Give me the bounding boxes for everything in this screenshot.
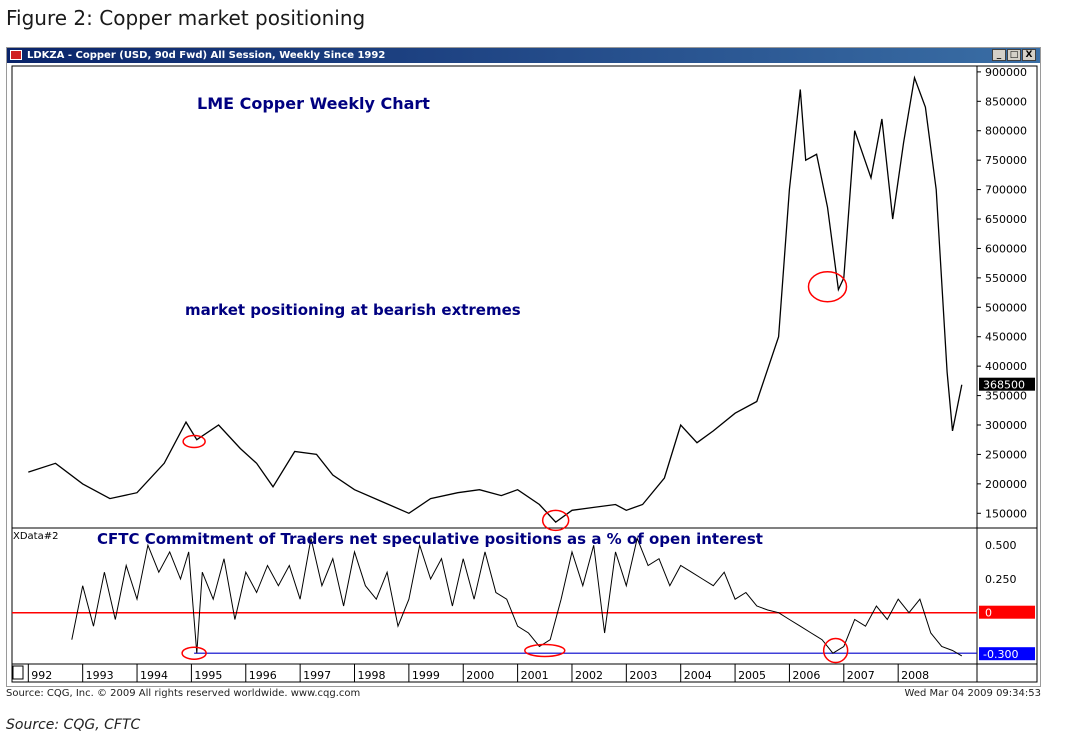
x-tick-label: 1993 xyxy=(86,669,114,682)
copyright-footer: Source: CQG, Inc. © 2009 All rights rese… xyxy=(6,688,361,699)
figure-source: Source: CQG, CFTC xyxy=(6,717,141,733)
price-y-tick-label: 800000 xyxy=(985,125,1027,138)
maximize-button[interactable]: □ xyxy=(1007,49,1021,61)
x-tick-label: 992 xyxy=(31,669,52,682)
timestamp-footer: Wed Mar 04 2009 09:34:53 xyxy=(904,688,1041,699)
x-tick-label: 2007 xyxy=(847,669,875,682)
scroll-handle xyxy=(12,665,24,680)
window-title: LDKZA - Copper (USD, 90d Fwd) All Sessio… xyxy=(27,50,386,61)
x-tick-label: 2006 xyxy=(792,669,820,682)
app-icon xyxy=(10,50,22,60)
zero-value-box xyxy=(979,605,1035,619)
price-y-tick-label: 850000 xyxy=(985,95,1027,108)
plot-frame xyxy=(11,65,1038,683)
price-highlight-circle xyxy=(807,270,848,303)
window-titlebar[interactable]: LDKZA - Copper (USD, 90d Fwd) All Sessio… xyxy=(7,48,1040,63)
price-y-tick-label: 250000 xyxy=(985,448,1027,461)
price-y-tick-label: 400000 xyxy=(985,360,1027,373)
cot-highlight-circle xyxy=(181,646,207,660)
x-tick-label: 1997 xyxy=(303,669,331,682)
low-value-label: -0.300 xyxy=(983,648,1018,661)
x-tick-label: 2008 xyxy=(901,669,929,682)
x-tick-label: 2000 xyxy=(466,669,494,682)
price-y-tick-label: 550000 xyxy=(985,272,1027,285)
price-y-tick-label: 150000 xyxy=(985,507,1027,520)
x-tick-label: 1999 xyxy=(412,669,440,682)
x-tick-label: 2001 xyxy=(521,669,549,682)
cot-panel-label: XData#2 xyxy=(13,531,58,542)
zero-value-label: 0 xyxy=(985,607,992,620)
price-y-tick-label: 500000 xyxy=(985,301,1027,314)
close-button[interactable]: X xyxy=(1022,49,1036,61)
x-tick-label: 1994 xyxy=(140,669,168,682)
price-y-tick-label: 300000 xyxy=(985,419,1027,432)
minimize-button[interactable]: _ xyxy=(992,49,1006,61)
price-y-tick-label: 900000 xyxy=(985,66,1027,79)
price-y-tick-label: 450000 xyxy=(985,331,1027,344)
x-tick-label: 2003 xyxy=(629,669,657,682)
price-y-tick-label: 350000 xyxy=(985,390,1027,403)
x-tick-label: 2004 xyxy=(684,669,712,682)
cot-series-line xyxy=(71,536,963,657)
low-value-box xyxy=(979,647,1035,661)
chart-area: 900000 850000 800000 750000 700000 650000 6000… xyxy=(11,65,1038,683)
price-y-tick-label: 600000 xyxy=(985,242,1027,255)
last-value-label: 368500 xyxy=(983,379,1025,392)
x-tick-label: 2002 xyxy=(575,669,603,682)
figure-title: Figure 2: Copper market positioning xyxy=(6,6,366,30)
x-tick-label: 1996 xyxy=(249,669,277,682)
price-chart-title: LME Copper Weekly Chart xyxy=(197,94,430,113)
price-y-tick-label: 750000 xyxy=(985,154,1027,167)
x-tick-label: 1995 xyxy=(194,669,222,682)
price-annotation: market positioning at bearish extremes xyxy=(185,301,521,319)
cot-highlight-circle xyxy=(524,643,566,658)
cot-chart-title: CFTC Commitment of Traders net speculati… xyxy=(97,530,763,548)
price-y-tick-label: 200000 xyxy=(985,478,1027,491)
price-series-line xyxy=(28,75,963,523)
last-value-box xyxy=(979,377,1035,391)
price-highlight-circle xyxy=(182,434,206,449)
chart-window: LDKZA - Copper (USD, 90d Fwd) All Sessio… xyxy=(6,47,1041,687)
cot-highlight-circle xyxy=(822,637,849,664)
price-y-tick-label: 650000 xyxy=(985,213,1027,226)
x-tick-label: 2005 xyxy=(738,669,766,682)
price-y-tick-label: 700000 xyxy=(985,184,1027,197)
cot-y-tick-label: 0.250 xyxy=(985,573,1017,586)
price-highlight-circle xyxy=(541,509,570,532)
cot-y-tick-label: 0.500 xyxy=(985,539,1017,552)
x-tick-label: 1998 xyxy=(358,669,386,682)
